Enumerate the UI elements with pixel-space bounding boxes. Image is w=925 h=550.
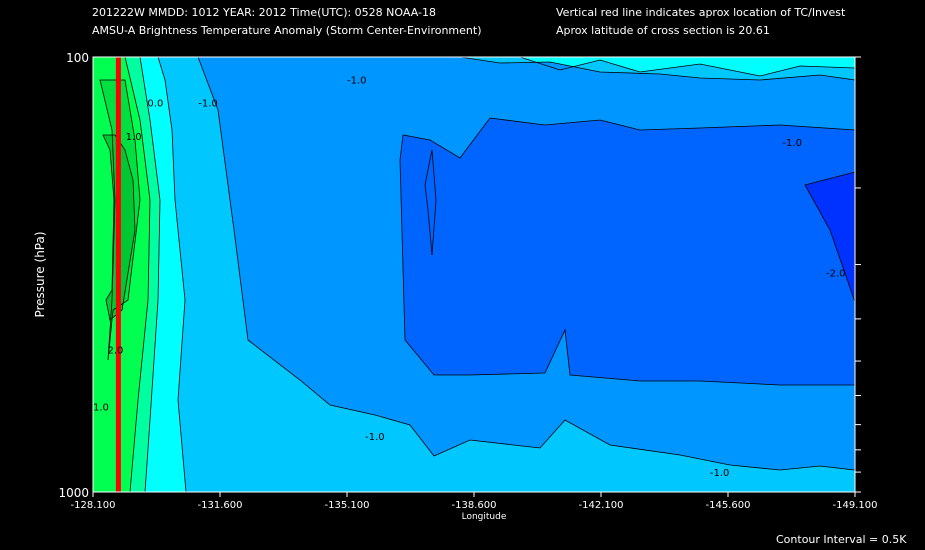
x-tick-label: -131.600 (198, 500, 243, 511)
contour-label: -1.0 (347, 75, 367, 86)
header-line-1: 201222W MMDD: 1012 YEAR: 2012 Time(UTC):… (92, 6, 436, 19)
x-tick-label: -142.100 (579, 500, 624, 511)
contour-label: 0.0 (147, 99, 163, 110)
contour-label: 1.0 (126, 132, 142, 143)
contour-fills (93, 57, 855, 492)
x-tick-label: -128.100 (71, 500, 116, 511)
x-tick-label: -135.100 (325, 500, 370, 511)
x-tick-label: -145.600 (706, 500, 751, 511)
contour-line (99, 79, 141, 361)
contour-line (399, 117, 856, 386)
y-tick-label: 1000 (58, 486, 89, 500)
header-line-2: AMSU-A Brightness Temperature Anomaly (S… (92, 24, 482, 37)
y-tick-label: 100 (66, 51, 89, 65)
header-note-1: Vertical red line indicates aprox locati… (556, 6, 846, 19)
contour-label: 2.0 (108, 345, 124, 356)
contour-labels: 0.0 1.0 2.0 1.0 -1.0 -1.0 -1.0 -2.0 -1.0 -1.0 (93, 57, 845, 492)
contour-interval-note: Contour Interval = 0.5K (776, 533, 907, 546)
contour-band-neg1_5 (400, 118, 855, 385)
contour-line (197, 56, 856, 471)
contour-line (424, 149, 437, 256)
x-axis-label: Longitude (462, 512, 507, 522)
contour-label: -1.0 (710, 468, 730, 479)
contour-label: 1.0 (93, 403, 109, 414)
contour-label: -1.0 (365, 432, 385, 443)
x-tick-label: -138.600 (452, 500, 497, 511)
contour-band-zero (520, 57, 855, 76)
contour-label: -1.0 (782, 138, 802, 149)
contour-label: -2.0 (826, 269, 846, 280)
contour-band-neg2 (805, 172, 855, 302)
y-axis-label: Pressure (hPa) (33, 231, 47, 317)
header-note-2: Aprox latitude of cross section is 20.61 (556, 24, 770, 37)
chart-axes: -128.100 -131.600 -135.100 -138.600 -142.100… (33, 51, 877, 522)
contour-label: -1.0 (198, 99, 218, 110)
x-tick-label: -149.100 (833, 500, 878, 511)
